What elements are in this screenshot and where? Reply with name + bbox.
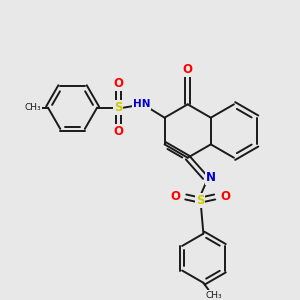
- Text: O: O: [113, 77, 123, 90]
- Text: HN: HN: [133, 99, 150, 109]
- Text: O: O: [113, 125, 123, 138]
- Text: CH₃: CH₃: [25, 103, 41, 112]
- Text: N: N: [206, 171, 216, 184]
- Text: S: S: [196, 194, 205, 207]
- Text: O: O: [170, 190, 180, 203]
- Text: O: O: [183, 63, 193, 76]
- Text: O: O: [220, 190, 230, 203]
- Text: S: S: [114, 101, 122, 114]
- Text: CH₃: CH₃: [205, 291, 222, 300]
